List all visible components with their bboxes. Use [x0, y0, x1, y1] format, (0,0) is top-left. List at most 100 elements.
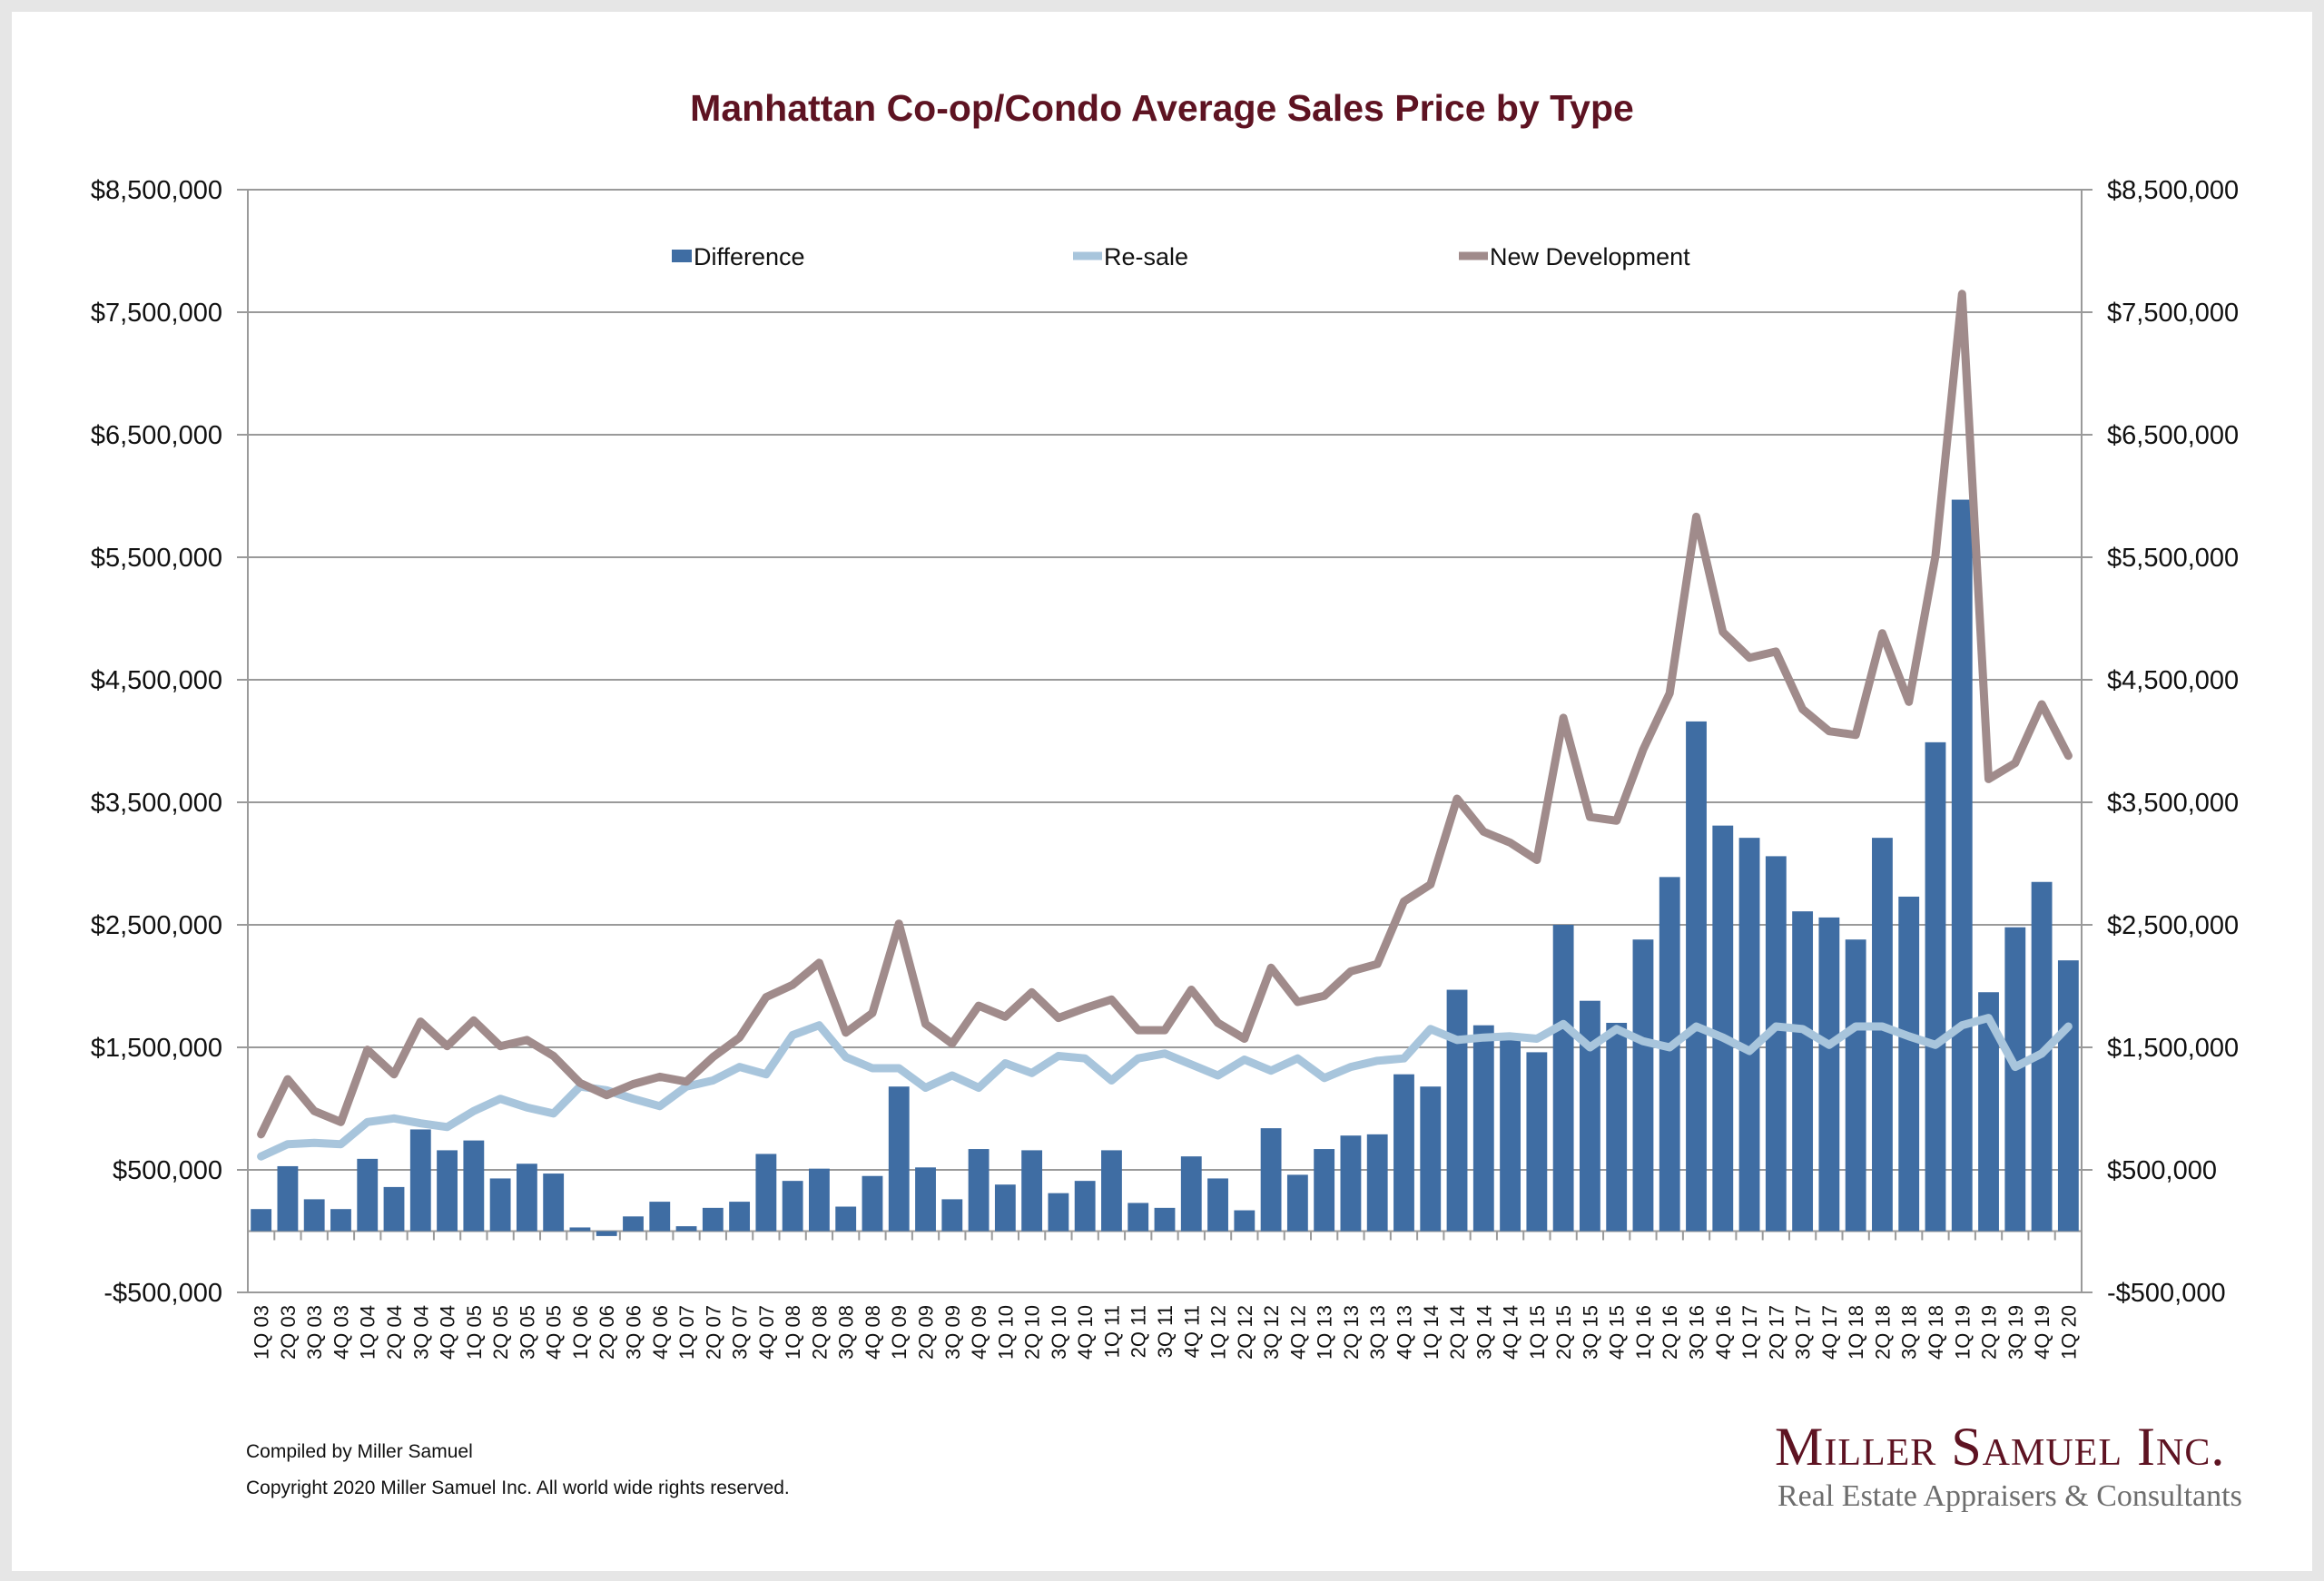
- bar-difference: [809, 1168, 830, 1232]
- x-tick-label: 4Q 10: [1074, 1305, 1097, 1360]
- x-tick-label: 4Q 17: [1818, 1305, 1841, 1360]
- bar-difference: [569, 1227, 591, 1232]
- x-tick-label: 4Q 03: [330, 1305, 352, 1360]
- x-tick-label: 4Q 12: [1286, 1305, 1309, 1360]
- bar-difference: [251, 1209, 272, 1232]
- bar-difference: [1872, 838, 1893, 1232]
- bar-difference: [623, 1216, 644, 1232]
- x-tick-label: 2Q 18: [1871, 1305, 1894, 1360]
- bar-difference: [1420, 1086, 1442, 1232]
- bar-difference: [1818, 917, 1840, 1232]
- y-tick-label: $3,500,000: [91, 789, 222, 818]
- bar-difference: [968, 1149, 990, 1232]
- bar-difference: [941, 1199, 963, 1232]
- x-tick-label: 3Q 13: [1366, 1305, 1389, 1360]
- x-tick-label: 4Q 15: [1606, 1305, 1629, 1360]
- x-tick-label: 3Q 14: [1472, 1305, 1495, 1360]
- y-tick-label: $7,500,000: [91, 299, 222, 328]
- bar-difference: [516, 1164, 537, 1232]
- x-tick-label: 4Q 19: [2031, 1305, 2053, 1360]
- logo-tagline: Real Estate Appraisers & Consultants: [1777, 1479, 2242, 1513]
- bar-difference: [835, 1206, 857, 1232]
- y-tick-label: $4,500,000: [91, 666, 222, 695]
- x-tick-label: 1Q 08: [782, 1305, 804, 1360]
- legend-swatch-difference: [672, 250, 692, 262]
- x-tick-label: 2Q 13: [1340, 1305, 1363, 1360]
- x-tick-label: 1Q 18: [1845, 1305, 1867, 1360]
- x-tick-label: 1Q 16: [1632, 1305, 1655, 1360]
- x-tick-label: 1Q 06: [569, 1305, 592, 1360]
- bar-difference: [1074, 1181, 1096, 1232]
- x-tick-label: 2Q 05: [489, 1305, 512, 1360]
- bar-difference: [2057, 960, 2079, 1232]
- bar-difference: [1792, 911, 1814, 1232]
- bar-difference: [1925, 741, 1946, 1232]
- x-tick-label: 1Q 04: [357, 1305, 379, 1360]
- bar-difference: [489, 1178, 511, 1232]
- bar-difference: [1500, 1037, 1521, 1232]
- x-tick-label: 2Q 03: [277, 1305, 300, 1360]
- x-tick-label: 1Q 20: [2057, 1305, 2080, 1360]
- y2-tick-label: $4,500,000: [2107, 666, 2239, 695]
- x-tick-label: 2Q 08: [808, 1305, 831, 1360]
- bar-difference: [888, 1086, 910, 1232]
- bar-difference: [1048, 1193, 1069, 1232]
- bar-difference: [1579, 1000, 1600, 1232]
- y-tick-label: $6,500,000: [91, 421, 222, 450]
- line-re-sale: [257, 1014, 2073, 1161]
- bar-difference: [1951, 499, 1973, 1232]
- x-tick-label: 2Q 10: [1021, 1305, 1044, 1360]
- y-tick-label: $500,000: [113, 1156, 222, 1185]
- x-tick-label: 3Q 15: [1579, 1305, 1601, 1360]
- bar-difference: [702, 1207, 724, 1232]
- bar-difference: [755, 1154, 777, 1232]
- bar-difference: [862, 1175, 883, 1232]
- bar-difference: [1526, 1052, 1548, 1232]
- bar-difference: [1712, 825, 1734, 1232]
- x-tick-label: 4Q 16: [1712, 1305, 1735, 1360]
- bar-difference: [1606, 1023, 1628, 1232]
- bar-difference: [1978, 992, 1999, 1232]
- y2-tick-label: $8,500,000: [2107, 176, 2239, 205]
- bar-difference: [1393, 1074, 1414, 1232]
- x-tick-label: 4Q 07: [755, 1305, 778, 1360]
- bar-difference: [409, 1129, 431, 1232]
- x-tick-label: 4Q 06: [649, 1305, 672, 1360]
- x-tick-label: 4Q 08: [862, 1305, 884, 1360]
- x-tick-label: 4Q 11: [1180, 1305, 1203, 1358]
- bar-difference: [1686, 721, 1707, 1232]
- bar-difference: [2004, 927, 2026, 1232]
- x-tick-label: 2Q 06: [596, 1305, 618, 1360]
- bar-difference: [1021, 1150, 1043, 1232]
- bar-difference: [994, 1184, 1016, 1232]
- x-tick-label: 2Q 16: [1659, 1305, 1681, 1360]
- bar-difference: [1314, 1149, 1335, 1232]
- bar-difference: [649, 1202, 671, 1232]
- x-tick-label: 4Q 14: [1500, 1305, 1522, 1360]
- compiled-note: Compiled by Miller Samuel: [246, 1441, 473, 1462]
- bar-difference: [1632, 939, 1654, 1232]
- logo-name: Miller Samuel Inc.: [1775, 1417, 2226, 1477]
- x-tick-label: 1Q 11: [1100, 1305, 1123, 1358]
- bar-difference: [303, 1199, 325, 1232]
- bar-difference: [1659, 877, 1680, 1232]
- x-tick-label: 3Q 18: [1898, 1305, 1921, 1360]
- y-tick-label: -$500,000: [103, 1279, 222, 1308]
- bar-difference: [1101, 1150, 1122, 1232]
- y-tick-label: $1,500,000: [91, 1034, 222, 1063]
- x-tick-label: 3Q 09: [941, 1305, 964, 1360]
- legend-label: Re-sale: [1104, 243, 1188, 270]
- x-tick-label: 1Q 09: [888, 1305, 911, 1360]
- x-tick-label: 1Q 14: [1420, 1305, 1443, 1360]
- copyright-note: Copyright 2020 Miller Samuel Inc. All wo…: [246, 1478, 790, 1498]
- bar-difference: [543, 1173, 565, 1232]
- x-tick-label: 2Q 14: [1446, 1305, 1469, 1360]
- bar-difference: [1366, 1134, 1388, 1232]
- bar-difference: [1128, 1203, 1149, 1232]
- bar-difference: [463, 1140, 485, 1232]
- x-tick-label: 3Q 19: [2004, 1305, 2027, 1360]
- x-tick-label: 1Q 19: [1951, 1305, 1974, 1360]
- y-tick-label: $5,500,000: [91, 544, 222, 573]
- x-tick-label: 1Q 03: [251, 1305, 273, 1360]
